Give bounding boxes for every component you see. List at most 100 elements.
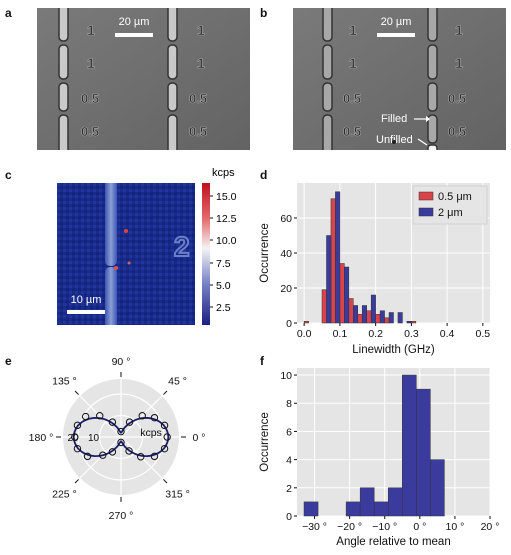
legend-swatch: [418, 191, 434, 201]
colorbar-tick: 7.5: [216, 258, 231, 270]
legend-swatch: [418, 207, 434, 217]
angle-tick-label: 135 °: [52, 375, 77, 387]
angle-tick-label: 180 °: [29, 432, 54, 444]
x-axis-label: Linewidth (GHz): [352, 344, 435, 356]
y-tick-label: 0: [286, 511, 292, 523]
confocal-map: 2 10 µm: [57, 183, 195, 325]
data-point: [117, 427, 125, 436]
y-tick-label: 2: [286, 483, 292, 495]
unfilled-annotation: Unfilled: [376, 134, 413, 146]
data-point: [125, 418, 134, 426]
data-point: [73, 444, 82, 453]
feature-label: 1: [197, 55, 205, 71]
data-point: [150, 413, 159, 422]
waveguide-left: [322, 8, 333, 150]
filled-annotation: Filled: [381, 113, 407, 125]
histogram-bar: [388, 312, 394, 324]
fit-curve: [72, 416, 170, 458]
y-tick-label: 6: [286, 426, 292, 438]
polar-tick: [74, 390, 79, 395]
feature-label: 0.5: [189, 91, 207, 106]
data-point: [108, 448, 117, 456]
x-tick-label: 0.4: [440, 328, 455, 340]
histogram-bar: [373, 501, 389, 517]
scalebar-label-b: 20 µm: [381, 16, 412, 28]
histogram-bar: [387, 487, 403, 517]
x-tick-label: 0.5: [476, 328, 491, 340]
histogram-bar: [353, 305, 359, 324]
colorbar-axis: kcps 15.0 12.5 10.0 7.5 5.0 2.5: [210, 167, 237, 314]
x-tick-label: −30 °: [302, 521, 327, 533]
x-tick-label: 0.3: [404, 328, 419, 340]
scalebar-b: [377, 33, 415, 37]
histogram-bar: [321, 289, 327, 324]
data-point: [117, 438, 125, 447]
feature-label: 0.5: [448, 124, 466, 139]
y-tick-label: 20: [280, 283, 292, 295]
y-axis-label: Occurrence: [259, 223, 271, 282]
colorbar: [202, 183, 210, 325]
panel-letter-a: a: [5, 6, 12, 20]
panel-letter-b: b: [260, 6, 268, 20]
histogram-bar: [370, 294, 376, 324]
angle-tick-label: 45 °: [168, 375, 187, 387]
feature-label: 0.5: [81, 124, 99, 139]
x-tick-label: 0.2: [368, 328, 383, 340]
feature-label: 1: [455, 55, 463, 71]
data-point: [160, 421, 169, 430]
feature-digit: 2: [174, 231, 190, 262]
panel-letter-e: e: [5, 354, 12, 368]
data-point: [138, 412, 146, 420]
y-tick-label: 8: [286, 398, 292, 410]
polar-tick: [163, 390, 168, 395]
feature-label: 0.5: [189, 124, 207, 139]
histogram-bar: [430, 459, 445, 517]
colorbar-tick: 2.5: [216, 302, 231, 314]
polar-tick: [163, 479, 168, 484]
histogram-bar: [303, 501, 319, 517]
polar-gridline: [120, 436, 163, 479]
angle-tick-label: 315 °: [165, 489, 190, 501]
radial-tick-label: 10: [88, 433, 100, 444]
radial-tick-label: 20: [67, 433, 79, 444]
histogram-bar: [330, 198, 336, 324]
panel-letter-d: d: [260, 168, 268, 182]
x-tick-label: −20 °: [337, 521, 362, 533]
angle-tick-label: 90 °: [112, 356, 131, 368]
data-point: [81, 412, 90, 421]
panel-letter-c: c: [5, 168, 12, 182]
data-point: [99, 451, 107, 459]
x-tick-label: −10 °: [372, 521, 397, 533]
feature-label: 0.5: [448, 91, 466, 106]
y-tick-label: 40: [280, 248, 292, 260]
data-point: [160, 444, 169, 453]
panel-letter-f: f: [260, 354, 264, 368]
histogram-bar: [357, 314, 363, 324]
polarization-polar-plot: 20 10 kcps 0 ° 45 ° 90 ° 135 ° 180 ° 225 ° 270 ° 3…: [29, 356, 206, 522]
scalebar-label-a: 20 µm: [119, 16, 150, 28]
waveguide-trace: [105, 183, 117, 266]
feature-label: 1: [197, 22, 205, 38]
colorbar-unit: kcps: [212, 167, 235, 179]
radial-unit-label: kcps: [140, 427, 162, 439]
y-tick-label: 10: [280, 370, 292, 382]
waveguide-left: [58, 8, 69, 150]
waveguide-right: [167, 8, 178, 150]
histogram-bar: [411, 321, 417, 324]
colorbar-tick: 15.0: [216, 191, 237, 203]
scalebar-a: [115, 33, 153, 37]
histogram-bar: [366, 310, 372, 324]
legend-label: 2 μm: [438, 207, 463, 219]
histogram-bar: [379, 310, 385, 324]
data-point: [108, 418, 117, 426]
data-point: [137, 453, 145, 461]
micrograph-a: 20 µm 1 1 0.5 0.5 1 1 0.5 0.5: [37, 8, 250, 150]
polar-tick: [74, 479, 79, 484]
histogram-bar: [402, 374, 417, 517]
colorbar-tick: 5.0: [216, 280, 231, 292]
data-point: [71, 433, 79, 441]
x-tick-label: 0 °: [413, 521, 426, 533]
histogram-bar: [335, 191, 341, 324]
feature-label: 0.5: [81, 91, 99, 106]
unfilled-arrow: [417, 138, 428, 146]
